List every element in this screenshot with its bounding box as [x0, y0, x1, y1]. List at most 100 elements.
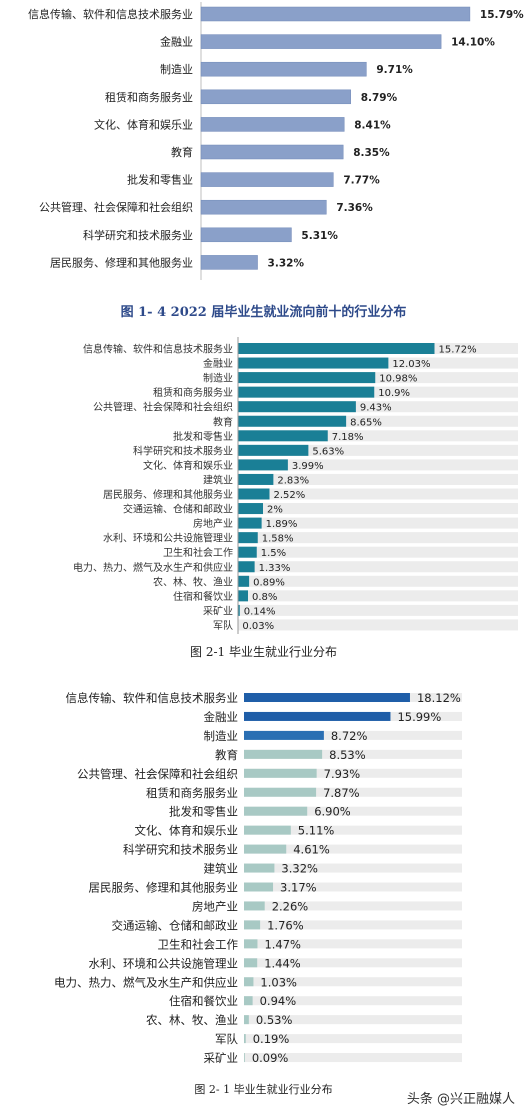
chart-2-category-label: 房地产业 [193, 517, 233, 530]
chart-1-svg: 信息传输、软件和信息技术服务业 15.79% 金融业 14.10% 制造业 9.71% 租赁… [28, 2, 524, 280]
chart-3-bar [244, 749, 323, 759]
chart-3-category-label: 金融业 [204, 710, 239, 724]
chart-3-category-label: 批发和零售业 [169, 805, 238, 819]
chart-1-category-label: 教育 [171, 145, 193, 159]
chart-3-category-label: 水利、环境和公共设施管理业 [89, 956, 239, 970]
chart-2-track [238, 575, 518, 587]
chart-3-category-label: 文化、体育和娱乐业 [135, 824, 239, 838]
chart-2-bar [238, 372, 376, 384]
chart-2-track [238, 561, 518, 573]
chart-1-bar [200, 6, 471, 22]
chart-3-value-label: 18.12% [417, 691, 461, 705]
chart-3-track [244, 996, 462, 1006]
chart-2-bar [238, 459, 288, 471]
chart-1-bar [200, 255, 258, 270]
chart-3-category-label: 卫生和社会工作 [158, 937, 239, 951]
chart-3-track [244, 901, 462, 911]
chart-3-track [244, 749, 462, 759]
chart-2-bar [238, 604, 240, 616]
chart-2-value-label: 3.99% [292, 461, 324, 472]
chart-3-track [244, 1053, 462, 1063]
chart-2-value-label: 1.89% [266, 519, 298, 530]
chart-3-track [244, 977, 462, 987]
chart-3-bar [244, 901, 265, 911]
chart-1-bar [200, 199, 327, 215]
chart-2-value-label: 2.83% [277, 475, 309, 486]
chart-3-value-label: 1.76% [267, 918, 304, 932]
chart-3-category-label: 军队 [215, 1032, 238, 1046]
chart-3-bar [244, 939, 258, 949]
chart-3-bar [244, 711, 391, 721]
chart-3-category-label: 建筑业 [204, 862, 239, 876]
chart-2-category-label: 科学研究和技术服务业 [133, 444, 233, 457]
chart-1-bar [200, 172, 334, 187]
chart-3-bar [244, 768, 317, 778]
chart-1-bar [200, 227, 292, 243]
chart-2-category-label: 制造业 [203, 372, 233, 385]
chart-1-category-label: 租赁和商务服务业 [105, 90, 193, 104]
chart-2-svg: 信息传输、软件和信息技术服务业 15.72% 金融业 12.03% 制造业 10.98% 租… [73, 337, 518, 634]
chart-3-track [244, 1015, 462, 1025]
chart-3-bar [244, 1015, 249, 1025]
chart-3-category-label: 教育 [215, 748, 238, 762]
chart-2-track [238, 604, 518, 616]
chart-3-value-label: 3.32% [281, 862, 318, 876]
chart-2-track [238, 619, 518, 631]
chart-1-bar [200, 144, 344, 160]
chart-3-bar [244, 787, 317, 797]
chart-1-value-label: 7.36% [336, 202, 373, 214]
chart-3-bar [244, 806, 308, 816]
chart-2-bar [238, 590, 248, 602]
chart-2-bar [238, 517, 262, 529]
chart-1-category-label: 文化、体育和娱乐业 [94, 117, 193, 131]
chart-2-category-label: 军队 [213, 619, 233, 632]
chart-3-value-label: 0.53% [256, 1013, 293, 1027]
chart-1-value-label: 9.71% [376, 64, 413, 76]
chart-2-category-label: 农、林、牧、渔业 [153, 575, 233, 588]
chart-1-category-label: 公共管理、社会保障和社会组织 [39, 200, 193, 214]
chart-2-bar [238, 343, 435, 354]
chart-3-value-label: 0.09% [252, 1051, 289, 1065]
chart-2-category-label: 金融业 [203, 357, 233, 370]
chart-2-bar [238, 386, 375, 398]
chart-2-bar [238, 430, 328, 442]
chart-3-track [244, 768, 462, 778]
chart-1-value-label: 8.79% [361, 92, 398, 104]
chart-3-track [244, 958, 462, 968]
chart-2-track [238, 546, 518, 558]
chart-2-value-label: 12.03% [392, 359, 430, 370]
chart-1-value-label: 15.79% [480, 9, 524, 21]
chart-2-value-label: 10.98% [379, 374, 417, 385]
chart-3-category-label: 房地产业 [192, 899, 238, 913]
chart-3-bar [244, 844, 287, 854]
chart-2-bar [238, 401, 356, 413]
chart-3-value-label: 1.44% [264, 956, 301, 970]
chart-2-category-label: 卫生和社会工作 [163, 546, 233, 559]
chart-2-category-label: 文化、体育和娱乐业 [143, 459, 233, 472]
chart-3-category-label: 居民服务、修理和其他服务业 [89, 881, 239, 895]
chart-2-track [238, 590, 518, 602]
chart-1-bar [200, 61, 367, 77]
chart-2-value-label: 7.18% [332, 432, 364, 443]
chart-2-track [238, 473, 518, 485]
chart-2-bar [238, 357, 389, 369]
chart-3-track [244, 844, 462, 854]
chart-1-category-label: 居民服务、修理和其他服务业 [50, 255, 193, 269]
chart-1-category-label: 制造业 [160, 62, 193, 76]
chart-2-bar [238, 575, 250, 587]
chart-2-value-label: 1.58% [262, 534, 294, 545]
chart-2-value-label: 2% [267, 505, 283, 516]
chart-2-bar [238, 444, 309, 456]
chart-1-value-label: 5.31% [301, 230, 338, 242]
chart-1-value-label: 14.10% [451, 37, 495, 49]
watermark-text: 头条 @兴正融媒人 [406, 1092, 515, 1107]
chart-2-bar [238, 546, 257, 558]
chart-3-track [244, 730, 462, 740]
chart-3-category-label: 制造业 [204, 729, 239, 743]
chart-3-value-label: 7.87% [323, 786, 360, 800]
chart-1-bar [200, 89, 351, 105]
chart-2-value-label: 5.63% [312, 446, 344, 457]
chart-3-track [244, 787, 462, 797]
chart-3-value-label: 6.90% [314, 805, 351, 819]
chart-2-track [238, 401, 518, 413]
